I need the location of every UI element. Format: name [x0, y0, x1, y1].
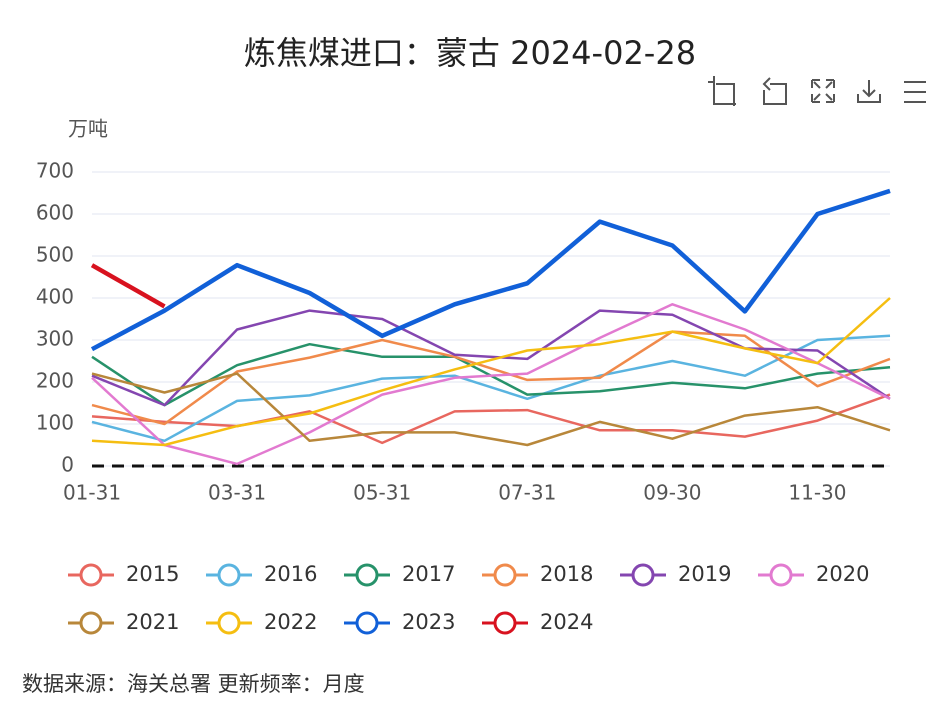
legend-label: 2024: [540, 610, 593, 634]
y-tick-label: 500: [36, 243, 74, 267]
y-tick-label: 100: [36, 411, 74, 435]
legend-marker: [769, 563, 793, 587]
series-line: [91, 372, 891, 447]
series-line: [91, 334, 891, 443]
series-line: [91, 303, 891, 466]
fullscreen-icon[interactable]: [811, 79, 835, 103]
y-tick-label: 0: [61, 453, 74, 477]
menu-icon[interactable]: [904, 81, 926, 103]
legend-label: 2023: [402, 610, 455, 634]
legend-marker: [493, 611, 517, 635]
legend-label: 2018: [540, 562, 593, 586]
x-tick-label: 01-31: [63, 481, 121, 505]
legend-marker: [217, 611, 241, 635]
legend-marker: [217, 563, 241, 587]
legend-label: 2017: [402, 562, 455, 586]
legend-marker: [493, 563, 517, 587]
x-tick-label: 03-31: [208, 481, 266, 505]
series-line: [91, 309, 891, 407]
legend-marker: [355, 611, 379, 635]
x-tick-label: 07-31: [498, 481, 556, 505]
y-tick-label: 400: [36, 285, 74, 309]
chart-title: 炼焦煤进口：蒙古 2024-02-28: [244, 34, 696, 72]
x-tick-label: 05-31: [353, 481, 411, 505]
zoom-icon[interactable]: [708, 76, 736, 106]
y-tick-label: 700: [36, 159, 74, 183]
legend-label: 2016: [264, 562, 317, 586]
legend-marker: [79, 563, 103, 587]
series-line: [90, 263, 166, 309]
legend-marker: [631, 563, 655, 587]
back-icon[interactable]: [762, 77, 787, 105]
y-tick-label: 300: [36, 327, 74, 351]
source-note: 数据来源：海关总署 更新频率：月度: [22, 672, 365, 696]
x-tick-label: 11-30: [788, 481, 846, 505]
series-line: [91, 297, 891, 447]
legend-label: 2019: [678, 562, 731, 586]
legend-label: 2015: [126, 562, 179, 586]
legend-label: 2020: [816, 562, 869, 586]
series-line: [90, 188, 891, 352]
series-line: [91, 393, 891, 445]
download-icon[interactable]: [857, 80, 881, 103]
y-tick-label: 600: [36, 201, 74, 225]
y-tick-label: 200: [36, 369, 74, 393]
toolbox[interactable]: [708, 76, 926, 106]
x-tick-label: 09-30: [643, 481, 701, 505]
legend-marker: [355, 563, 379, 587]
legend-marker: [79, 611, 103, 635]
legend-label: 2022: [264, 610, 317, 634]
y-axis-label: 万吨: [68, 117, 108, 141]
legend-label: 2021: [126, 610, 179, 634]
series-line: [91, 330, 891, 426]
